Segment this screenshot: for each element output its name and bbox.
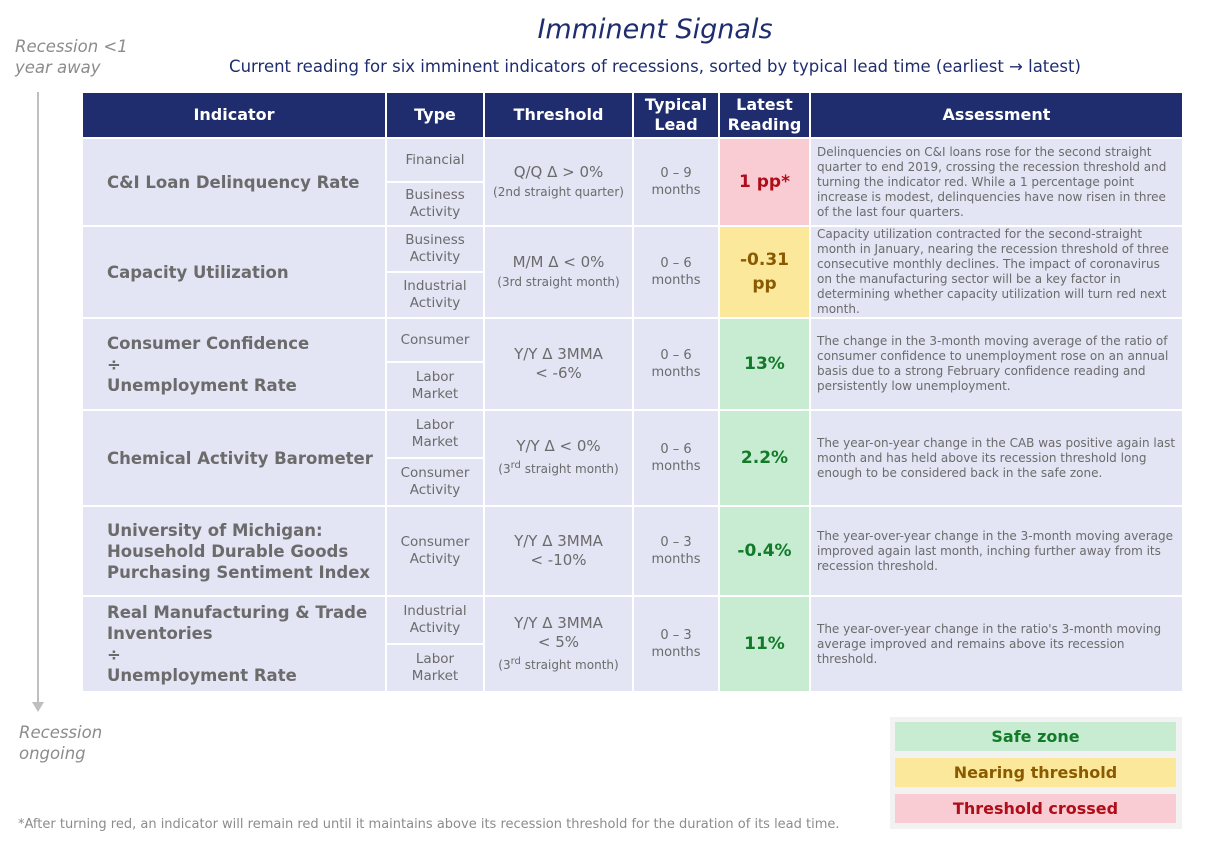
- indicator-type: Consumer Activity: [385, 505, 485, 597]
- indicator-type: Consumer Activity: [385, 457, 485, 507]
- indicator-type: Labor Market: [385, 409, 485, 459]
- table-subrow: Consumer Activity: [82, 457, 1183, 507]
- indicator-name: University of Michigan: Household Durable…: [81, 505, 387, 597]
- recession-ongoing-label: Recession ongoing: [19, 722, 102, 764]
- legend-threshold-crossed: Threshold crossed: [895, 794, 1176, 823]
- indicator-type: Industrial Activity: [385, 595, 485, 645]
- indicator-type: Business Activity: [385, 181, 485, 227]
- indicator-type: Business Activity: [385, 225, 485, 273]
- latest-reading-cell: 2.2%: [718, 409, 811, 507]
- typical-lead-cell: 0 – 9 months: [632, 137, 720, 227]
- indicator-name: Chemical Activity Barometer: [81, 409, 387, 507]
- indicator-type: Industrial Activity: [385, 271, 485, 319]
- timeline-arrow-head: [32, 702, 44, 712]
- latest-reading-cell: -0.31 pp: [718, 225, 811, 319]
- indicator-name: C&I Loan Delinquency Rate: [81, 137, 387, 227]
- legend-safe-zone: Safe zone: [895, 722, 1176, 751]
- header-assessment: Assessment: [809, 91, 1184, 139]
- header-type: Type: [385, 91, 485, 139]
- recession-ongoing-line-1: Recession: [19, 723, 103, 742]
- latest-reading-cell: 11%: [718, 595, 811, 693]
- threshold-cell: M/M Δ < 0% (3rd straight month): [483, 225, 634, 319]
- latest-reading-cell: 13%: [718, 317, 811, 411]
- table-header-row: Indicator Type Threshold Typical Lead Lat…: [81, 91, 1184, 139]
- timeline-arrow-line: [37, 92, 39, 702]
- threshold-cell: Y/Y Δ 3MMA < -6%: [483, 317, 634, 411]
- header-typical-lead: Typical Lead: [632, 91, 720, 139]
- recession-ongoing-line-2: ongoing: [19, 744, 86, 763]
- threshold-cell: Q/Q Δ > 0% (2nd straight quarter): [483, 137, 634, 227]
- assessment-cell: The year-on-year change in the CAB was p…: [809, 409, 1184, 507]
- table-subrow: Labor Market: [82, 643, 1183, 693]
- threshold-cell: Y/Y Δ 3MMA < -10%: [483, 505, 634, 597]
- table-subrow: Business Activity: [82, 181, 1183, 227]
- indicator-name: Real Manufacturing & Trade Inventories ÷ Un…: [81, 595, 387, 693]
- header-indicator: Indicator: [81, 91, 387, 139]
- indicator-name: Capacity Utilization: [81, 225, 387, 319]
- recession-near-line-1: Recession <1: [15, 37, 128, 56]
- header-latest-reading: Latest Reading: [718, 91, 811, 139]
- typical-lead-cell: 0 – 6 months: [632, 409, 720, 507]
- typical-lead-cell: 0 – 3 months: [632, 595, 720, 693]
- legend-nearing-threshold: Nearing threshold: [895, 758, 1176, 787]
- typical-lead-cell: 0 – 6 months: [632, 225, 720, 319]
- assessment-cell: The year-over-year change in the 3-month…: [809, 505, 1184, 597]
- footnote: *After turning red, an indicator will re…: [18, 817, 840, 832]
- table-subrow: Labor Market: [82, 361, 1183, 411]
- signals-table: Indicator Type Threshold Typical Lead Lat…: [81, 91, 1184, 693]
- table-row: Capacity Utilization Business Activity M/…: [81, 225, 1184, 319]
- indicator-name: Consumer Confidence ÷ Unemployment Rate: [81, 317, 387, 411]
- indicator-type: Labor Market: [385, 643, 485, 693]
- threshold-cell: Y/Y Δ < 0% (3rd straight month): [483, 409, 634, 507]
- indicator-type: Consumer: [385, 317, 485, 363]
- typical-lead-cell: 0 – 3 months: [632, 505, 720, 597]
- threshold-cell: Y/Y Δ 3MMA < 5% (3rd straight month): [483, 595, 634, 693]
- latest-reading-cell: 1 pp*: [718, 137, 811, 227]
- recession-near-line-2: year away: [15, 58, 101, 77]
- latest-reading-cell: -0.4%: [718, 505, 811, 597]
- page-subtitle: Current reading for six imminent indicat…: [229, 57, 1081, 76]
- table-row: C&I Loan Delinquency Rate Financial Q/Q …: [81, 137, 1184, 227]
- assessment-cell: The change in the 3-month moving average…: [809, 317, 1184, 411]
- typical-lead-cell: 0 – 6 months: [632, 317, 720, 411]
- table-row: Consumer Confidence ÷ Unemployment Rate Co…: [81, 317, 1184, 411]
- recession-near-label: Recession <1 year away: [15, 36, 128, 78]
- header-threshold: Threshold: [483, 91, 634, 139]
- assessment-cell: Delinquencies on C&I loans rose for the …: [809, 137, 1184, 227]
- assessment-cell: The year-over-year change in the ratio's…: [809, 595, 1184, 693]
- page-title: Imminent Signals: [537, 14, 773, 45]
- table-row: Chemical Activity Barometer Labor Market …: [81, 409, 1184, 507]
- table-row: University of Michigan: Household Durable…: [81, 505, 1184, 597]
- table-subrow: Industrial Activity: [82, 271, 1183, 319]
- legend: Safe zone Nearing threshold Threshold cr…: [890, 717, 1182, 829]
- table-row: Real Manufacturing & Trade Inventories ÷ Un…: [81, 595, 1184, 693]
- assessment-cell: Capacity utilization contracted for the …: [809, 225, 1184, 319]
- indicator-type: Labor Market: [385, 361, 485, 411]
- indicator-type: Financial: [385, 137, 485, 183]
